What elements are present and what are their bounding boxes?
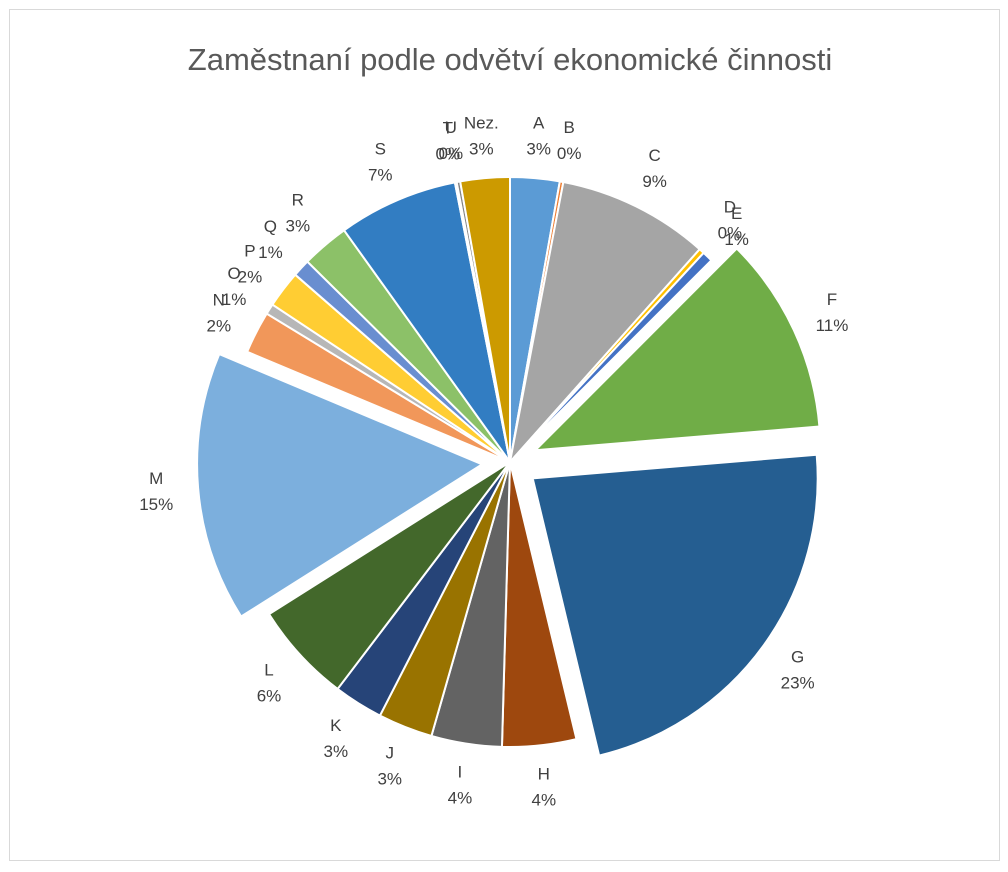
- slice-category-label: Nez.: [464, 114, 499, 133]
- slice-category-label: R: [292, 191, 304, 210]
- slice-category-label: Q: [264, 217, 277, 236]
- slice-value-label: 0%: [557, 144, 582, 163]
- slice-category-label: L: [264, 661, 273, 680]
- slice-value-label: 2%: [238, 267, 263, 286]
- slice-value-label: 9%: [642, 172, 667, 191]
- slice-value-label: 4%: [532, 791, 557, 810]
- pie-slice: [531, 453, 819, 757]
- slice-category-label: T: [443, 118, 453, 137]
- slice-category-label: M: [149, 469, 163, 488]
- chart-title: Zaměstnaní podle odvětví ekonomické činn…: [188, 42, 832, 77]
- slice-value-label: 1%: [222, 290, 247, 309]
- slice-value-label: 7%: [368, 165, 393, 184]
- pie-slice: [267, 461, 511, 691]
- slice-value-label: 3%: [324, 742, 349, 761]
- slice-category-label: I: [458, 763, 463, 782]
- slice-category-label: J: [385, 744, 394, 763]
- slice-value-label: 0%: [439, 144, 464, 163]
- slice-value-label: 1%: [258, 243, 283, 262]
- slice-category-label: B: [564, 118, 575, 137]
- pie-slice: [508, 180, 702, 466]
- slice-value-label: 0%: [435, 144, 460, 163]
- pie-slice: [509, 251, 713, 463]
- slice-category-label: C: [649, 146, 661, 165]
- slice-value-label: 3%: [469, 140, 494, 159]
- slice-value-label: 3%: [526, 140, 551, 159]
- slice-value-label: 2%: [207, 317, 232, 336]
- slice-value-label: 1%: [724, 230, 749, 249]
- slice-value-label: 3%: [377, 770, 402, 789]
- slice-category-label: A: [533, 114, 545, 133]
- slice-value-label: 11%: [816, 316, 849, 335]
- pie-slice: [532, 247, 821, 452]
- slice-value-label: 3%: [286, 217, 311, 236]
- slice-category-label: F: [827, 290, 837, 309]
- slice-category-label: O: [227, 264, 240, 283]
- slice-value-label: 0%: [718, 223, 743, 242]
- slice-category-label: S: [375, 139, 386, 158]
- pie-slice: [459, 175, 511, 463]
- slice-category-label: P: [244, 241, 255, 260]
- pie-slice: [196, 352, 485, 618]
- slice-category-label: E: [731, 204, 742, 223]
- slice-category-label: N: [213, 291, 225, 310]
- slice-category-label: U: [445, 118, 457, 137]
- slice-category-label: H: [538, 765, 550, 784]
- slice-value-label: 4%: [448, 789, 473, 808]
- slice-category-label: D: [724, 197, 736, 216]
- slice-value-label: 6%: [257, 687, 282, 706]
- slice-value-label: 15%: [139, 495, 173, 514]
- slice-category-label: G: [791, 648, 804, 667]
- slice-value-label: 23%: [781, 674, 815, 693]
- slice-category-label: K: [330, 716, 342, 735]
